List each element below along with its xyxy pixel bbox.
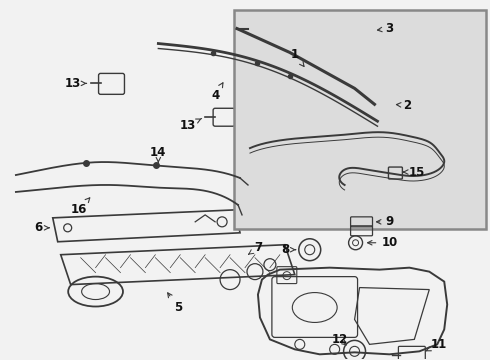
Text: 4: 4 <box>211 83 223 102</box>
Text: 12: 12 <box>332 333 348 346</box>
FancyBboxPatch shape <box>234 10 486 229</box>
Text: 1: 1 <box>291 48 304 67</box>
Text: 13: 13 <box>65 77 86 90</box>
Text: 2: 2 <box>396 99 412 112</box>
Text: 14: 14 <box>150 145 167 162</box>
Text: 11: 11 <box>426 338 447 351</box>
Text: 16: 16 <box>71 198 90 216</box>
Text: 5: 5 <box>168 293 182 314</box>
Text: 13: 13 <box>180 118 201 132</box>
Text: 15: 15 <box>403 166 425 179</box>
Text: 6: 6 <box>35 221 49 234</box>
Text: 7: 7 <box>248 241 262 254</box>
Text: 8: 8 <box>282 243 295 256</box>
Text: 9: 9 <box>376 215 393 228</box>
Text: 10: 10 <box>368 236 397 249</box>
Text: 3: 3 <box>377 22 393 35</box>
